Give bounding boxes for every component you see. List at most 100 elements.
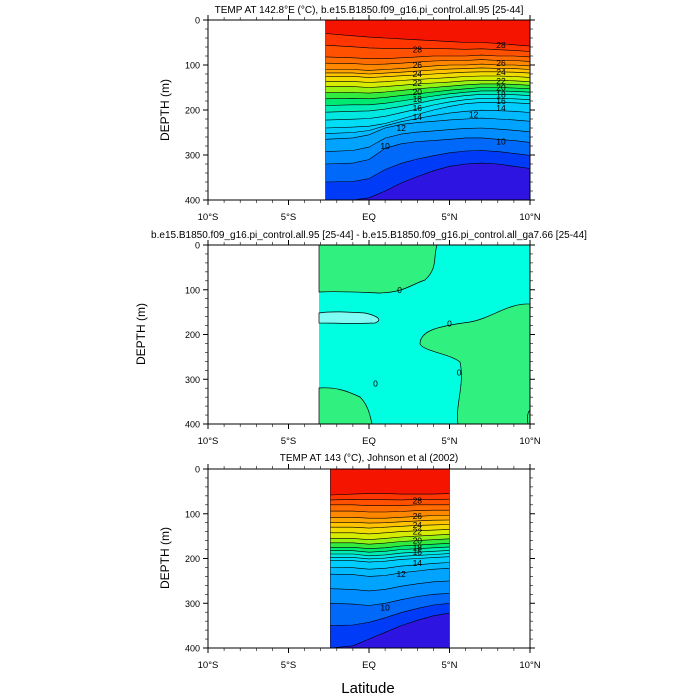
contour-label: 12 xyxy=(396,569,406,579)
y-tick-label: 200 xyxy=(185,554,200,564)
contour-label: 14 xyxy=(496,103,506,113)
temperature-band xyxy=(330,499,450,506)
temperature-band xyxy=(330,593,450,626)
missing-data-region xyxy=(208,20,326,200)
isotherm-line xyxy=(325,90,530,106)
y-tick-label: 400 xyxy=(185,420,200,430)
contour-label: 22 xyxy=(413,527,423,537)
contour-label: 14 xyxy=(413,558,423,568)
contour-label: 18 xyxy=(413,94,423,104)
isotherm-line xyxy=(330,568,450,577)
isotherm-line xyxy=(330,553,450,560)
contour-label: 0 xyxy=(457,368,462,378)
x-tick-label: 10°S xyxy=(198,436,219,447)
contour-label: 0 xyxy=(373,379,378,389)
contour-label: 28 xyxy=(413,495,423,505)
temperature-band xyxy=(325,20,530,47)
contour-label: 26 xyxy=(413,60,423,70)
isotherm-line xyxy=(330,504,450,506)
contour-label: 28 xyxy=(413,44,423,54)
isotherm-line xyxy=(330,556,450,563)
axes: 0 100 200 300 400 10°S 5°S EQ 5°N 10°N xyxy=(185,15,541,223)
temperature-band xyxy=(325,90,530,113)
contour-label: 10 xyxy=(380,141,390,151)
contour-label: 18 xyxy=(496,89,506,99)
temperature-band xyxy=(325,80,530,94)
y-tick-label: 400 xyxy=(185,644,200,654)
contour-label: 0 xyxy=(447,318,452,328)
contour-label: 20 xyxy=(413,536,423,546)
isotherm-line xyxy=(325,71,530,78)
missing-data-region xyxy=(449,469,530,648)
panel-title: b.e15.B1850.f09_g16.pi_control.all.95 [2… xyxy=(151,230,587,241)
isotherm-line xyxy=(325,75,530,83)
panel-observations: TEMP AT 143 (°C), Johnson et al (2002) 2… xyxy=(158,453,541,671)
isotherm-line xyxy=(330,538,450,545)
contour-field xyxy=(208,20,530,200)
contour-label: 0 xyxy=(397,285,402,295)
contour-label: 10 xyxy=(380,603,390,613)
contour-label: 24 xyxy=(413,520,423,530)
isotherm-line xyxy=(325,80,530,88)
isotherm-line xyxy=(325,83,530,94)
temperature-band xyxy=(330,603,450,648)
x-tick-label: 5°N xyxy=(442,436,458,447)
isotherm-line xyxy=(330,534,450,541)
temperature-band xyxy=(325,110,530,140)
isotherm-line xyxy=(325,67,530,75)
isotherm-line xyxy=(325,98,530,121)
contour-labels: 0 0 0 0 xyxy=(373,285,462,389)
x-tick-label: EQ xyxy=(362,436,376,447)
y-tick-label: 0 xyxy=(195,241,200,251)
isotherm-line xyxy=(330,498,450,501)
x-tick-label: EQ xyxy=(362,212,376,223)
contour-label: 22 xyxy=(413,78,423,88)
isotherm-line xyxy=(325,44,530,52)
isotherm-line xyxy=(330,524,450,529)
isotherm-line xyxy=(325,63,530,71)
difference-edge-contour xyxy=(527,409,530,424)
missing-data-region xyxy=(208,245,319,424)
contour-field xyxy=(208,469,530,648)
x-tick-label: 5°N xyxy=(442,212,458,223)
temperature-band xyxy=(325,163,530,200)
isotherm-line xyxy=(330,543,450,550)
axes: 0 100 200 300 400 10°S 5°S EQ 5°N 10°N xyxy=(185,240,541,447)
temperature-band xyxy=(325,128,530,164)
temperature-band xyxy=(325,137,530,182)
difference-fill-positive-lower xyxy=(419,303,530,424)
isotherm-line xyxy=(330,562,450,570)
y-tick-label: 0 xyxy=(195,465,200,475)
temperature-band xyxy=(325,71,530,83)
isotherm-line xyxy=(325,54,530,59)
isotherm-line xyxy=(330,603,450,626)
temperature-band xyxy=(330,504,450,512)
y-axis-label: DEPTH (m) xyxy=(158,527,172,589)
contour-label: 20 xyxy=(496,83,506,93)
contour-label: 14 xyxy=(413,112,423,122)
temperature-band xyxy=(325,59,530,71)
x-tick-label: 10°S xyxy=(198,660,219,671)
contour-label: 26 xyxy=(413,511,423,521)
temperature-band xyxy=(330,529,450,540)
temperature-band xyxy=(330,469,450,495)
isotherm-line xyxy=(330,529,450,535)
x-tick-label: 10°N xyxy=(519,660,540,671)
difference-fill-positive-upper xyxy=(318,245,438,294)
temperature-band xyxy=(330,580,450,606)
temperature-band xyxy=(325,45,530,59)
isotherm-line xyxy=(325,162,530,200)
y-tick-label: 300 xyxy=(185,375,200,385)
isotherm-line xyxy=(325,137,530,165)
x-tick-label: 10°N xyxy=(519,436,540,447)
y-tick-label: 300 xyxy=(185,151,200,161)
panel-title: TEMP AT 143 (°C), Johnson et al (2002) xyxy=(280,453,459,464)
contour-label: 18 xyxy=(413,542,423,552)
y-axis-label: DEPTH (m) xyxy=(134,303,148,365)
isotherm-line xyxy=(330,515,450,519)
isotherm-line xyxy=(325,94,530,113)
y-tick-label: 100 xyxy=(185,509,200,519)
isotherm-line xyxy=(325,117,530,140)
